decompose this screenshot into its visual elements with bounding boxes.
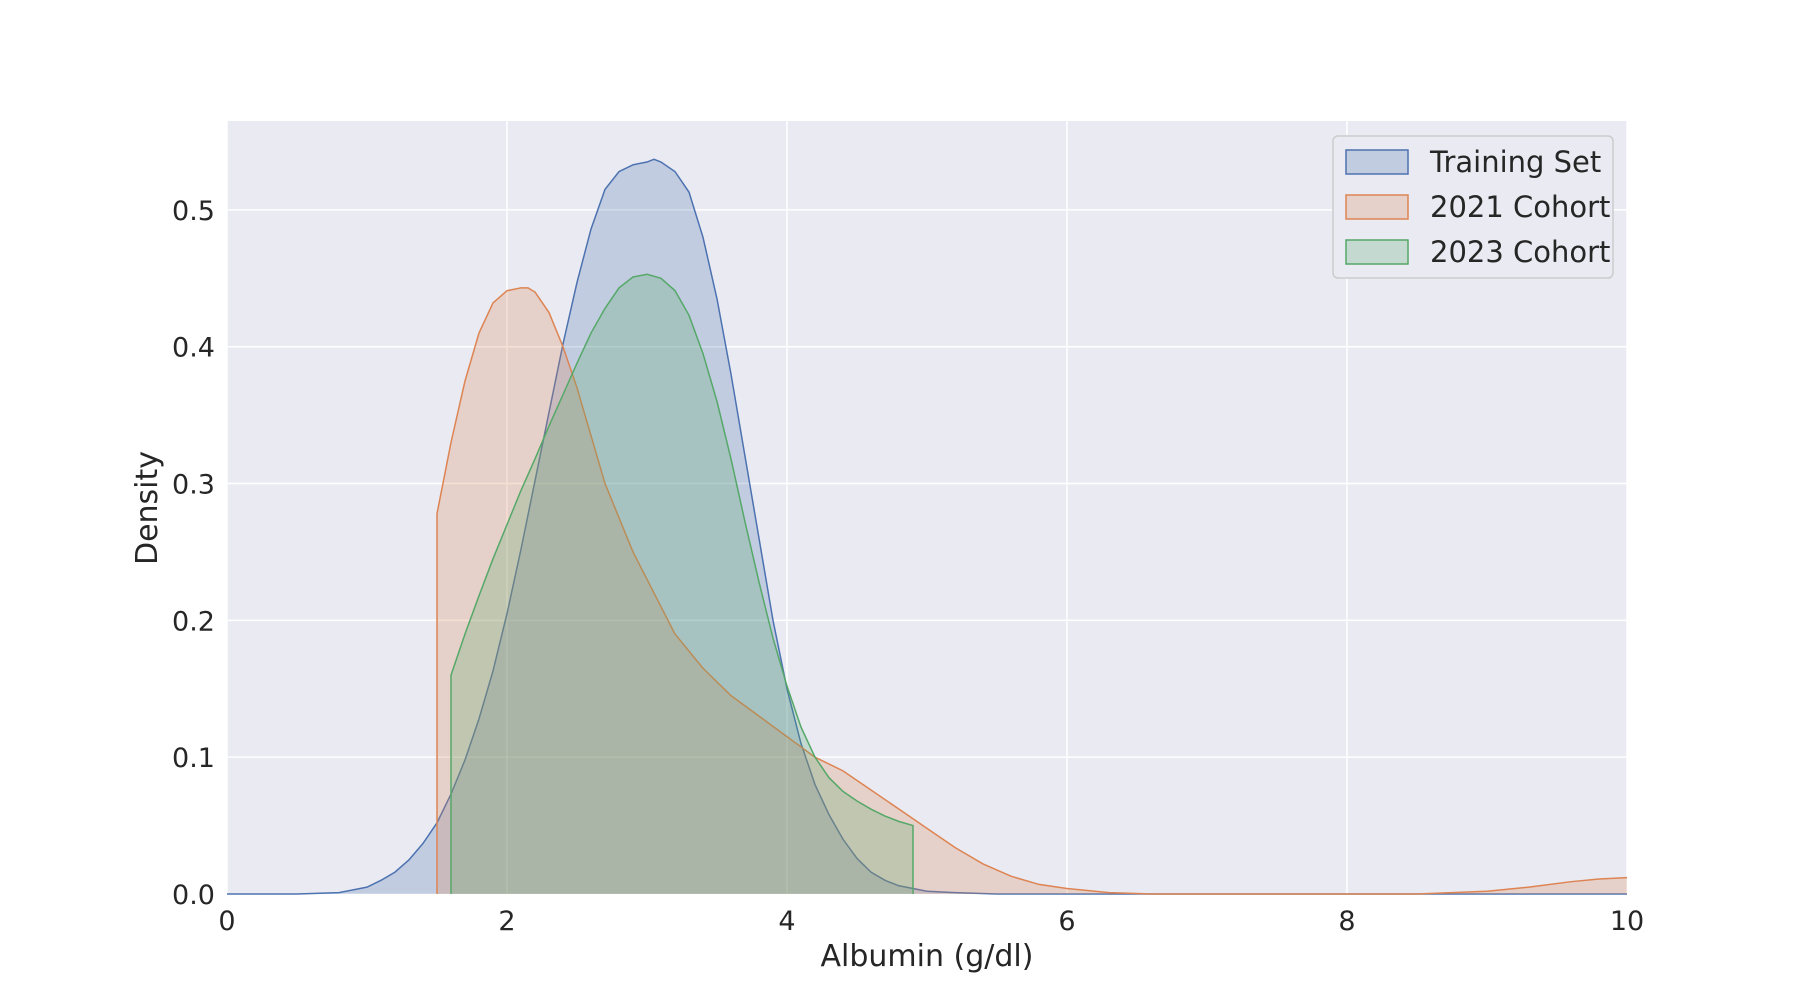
- x-tick-label: 0: [218, 906, 235, 937]
- legend: Training Set 2021 Cohort 2023 Cohort: [1332, 135, 1614, 279]
- x-tick-label: 4: [778, 906, 795, 937]
- legend-swatch-1: [1345, 194, 1409, 220]
- y-tick-label: 0.1: [172, 743, 215, 774]
- y-tick-label: 0.0: [172, 880, 215, 911]
- x-tick-label: 2: [498, 906, 515, 937]
- x-tick-label: 8: [1338, 906, 1355, 937]
- y-tick-labels: 0.0 0.1 0.2 0.3 0.4 0.5: [172, 196, 215, 911]
- y-tick-label: 0.2: [172, 606, 215, 637]
- legend-label-1: 2021 Cohort: [1430, 190, 1610, 224]
- series-area-2: [451, 274, 913, 895]
- y-tick-label: 0.3: [172, 470, 215, 501]
- x-tick-labels: 0 2 4 6 8 10: [218, 906, 1644, 937]
- series-line-1: [436, 287, 1628, 895]
- legend-swatch-0: [1345, 149, 1409, 175]
- legend-frame: [1332, 135, 1614, 279]
- series-area-0: [227, 159, 1627, 894]
- y-axis-label: Density: [130, 451, 165, 565]
- x-tick-label: 10: [1610, 906, 1644, 937]
- series-line-2: [450, 273, 914, 894]
- y-tick-label: 0.5: [172, 196, 215, 227]
- legend-swatch-2: [1345, 239, 1409, 265]
- y-tick-label: 0.4: [172, 333, 215, 364]
- legend-label-2: 2023 Cohort: [1430, 235, 1610, 269]
- density-series: [227, 158, 1628, 895]
- x-tick-label: 6: [1058, 906, 1075, 937]
- legend-label-0: Training Set: [1429, 145, 1601, 179]
- series-area-1: [437, 287, 1627, 894]
- x-axis-label: Albumin (g/dl): [821, 939, 1034, 974]
